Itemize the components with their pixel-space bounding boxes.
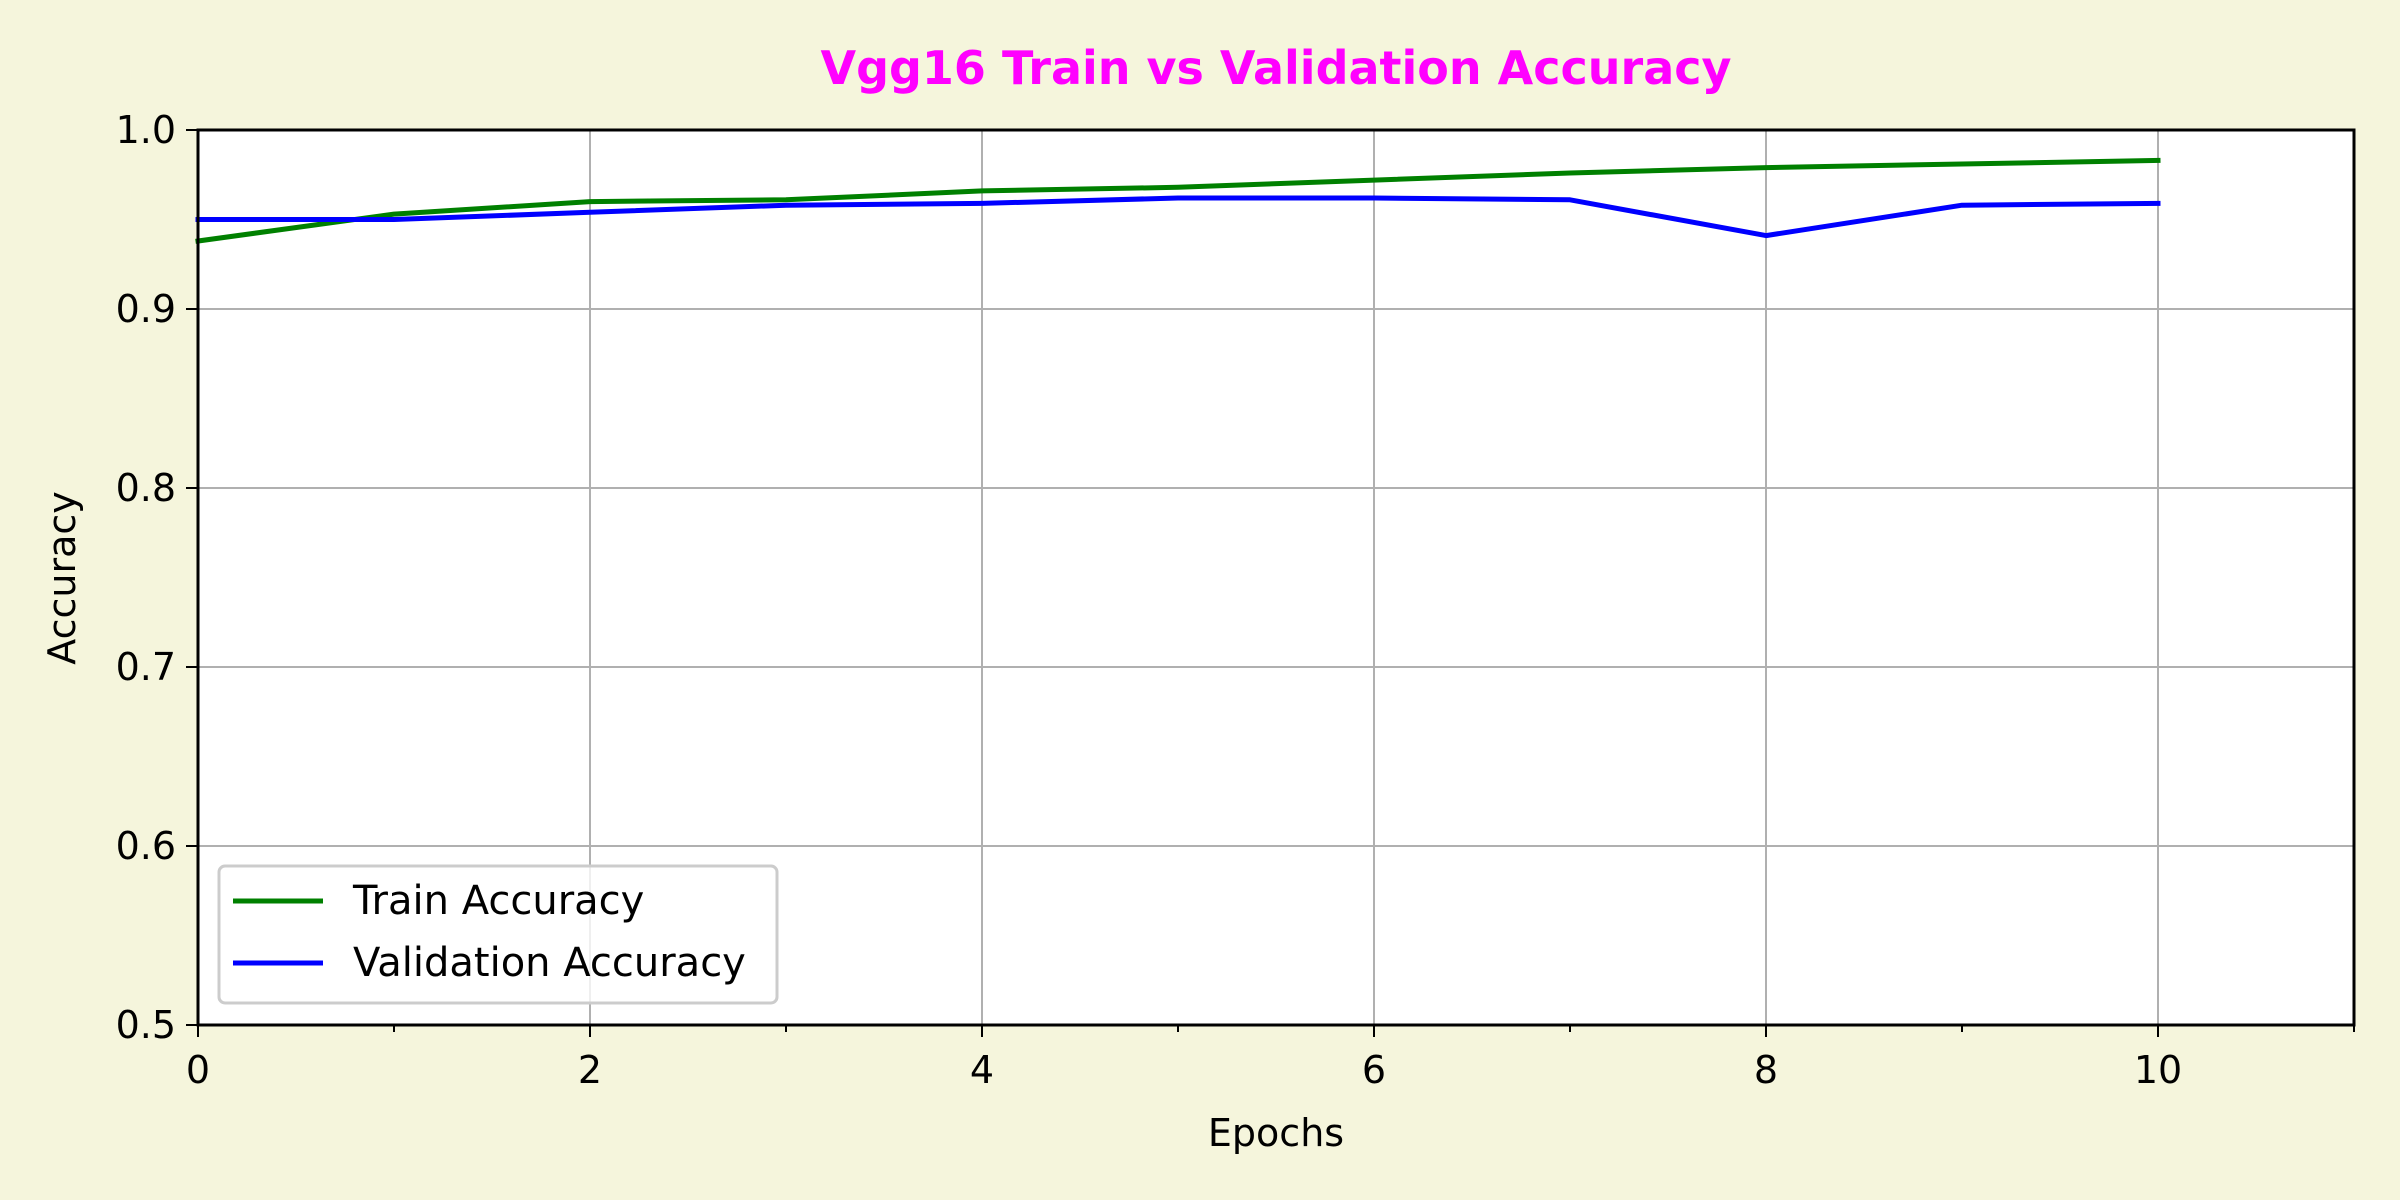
x-axis: 0 2 4 6 8 10 <box>186 1025 2355 1092</box>
x-axis-label: Epochs <box>1208 1111 1344 1155</box>
y-tick-label: 0.5 <box>116 1003 176 1047</box>
validation-accuracy-line <box>195 195 2161 239</box>
y-axis-label: Accuracy <box>40 491 84 665</box>
chart-title: Vgg16 Train vs Validation Accuracy <box>820 41 1731 95</box>
legend-box <box>217 864 779 1005</box>
series-layer <box>195 157 2161 244</box>
x-tick-label: 0 <box>186 1048 210 1092</box>
y-tick-label: 0.7 <box>116 645 176 689</box>
x-tick-label: 10 <box>2134 1048 2182 1092</box>
y-tick-label: 1.0 <box>116 108 176 152</box>
plot-frame <box>196 128 2356 1027</box>
x-tick-label: 8 <box>1754 1048 1778 1092</box>
x-tick-label: 2 <box>578 1048 602 1092</box>
x-tick-label: 6 <box>1362 1048 1386 1092</box>
legend-label-train: Train Accuracy <box>352 878 644 924</box>
x-tick-label: 4 <box>970 1048 994 1092</box>
legend: Train Accuracy Validation Accuracy <box>217 864 779 1005</box>
legend-label-validation: Validation Accuracy <box>353 940 746 986</box>
y-axis: 0.5 0.6 0.7 0.8 0.9 1.0 <box>116 108 198 1047</box>
y-tick-label: 0.8 <box>116 466 176 510</box>
y-tick-label: 0.9 <box>116 287 176 331</box>
y-tick-label: 0.6 <box>116 824 176 868</box>
train-accuracy-line <box>195 157 2161 244</box>
